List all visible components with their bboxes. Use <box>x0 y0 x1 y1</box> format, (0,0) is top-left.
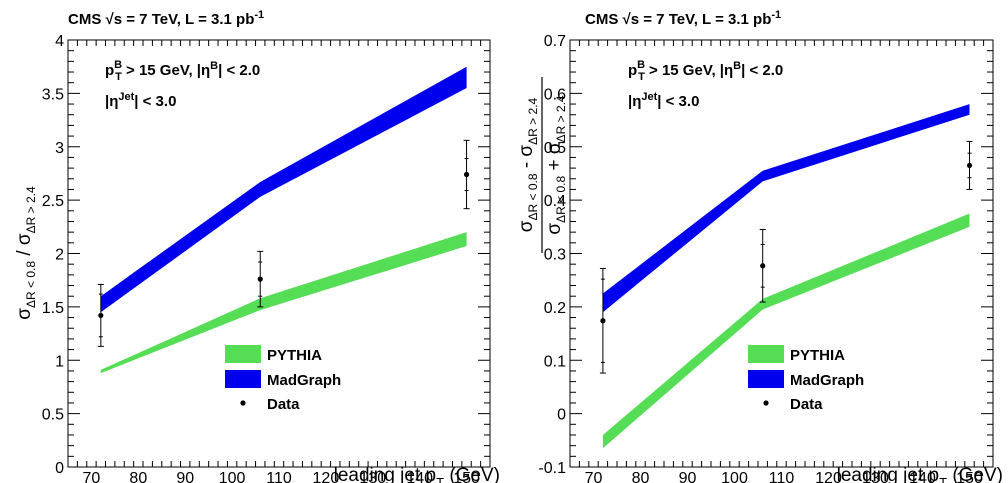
legend-swatch-madgraph <box>225 370 261 388</box>
cut-label-pt: pB T > 15 GeV, |ηB| < 2.0 <box>105 59 260 83</box>
y-tick-label: 4 <box>55 33 64 50</box>
y-tick-label: 0 <box>557 407 566 424</box>
band-pythia <box>602 213 970 449</box>
x-tick-label: 150 <box>956 470 983 483</box>
y-tick-label: 3.5 <box>42 86 64 103</box>
x-tick-label: 70 <box>585 470 603 483</box>
legend-swatch-pythia <box>748 345 784 363</box>
legend-marker-data <box>240 400 246 406</box>
x-tick-label: 130 <box>359 470 386 483</box>
x-tick-label: 80 <box>129 470 147 483</box>
x-tick-label: 90 <box>176 470 194 483</box>
panel-left-ratio: 70 80 90 100 110 120 130 140 150 0 0.5 1 1.5 2 2.5 3 3.5… <box>14 9 500 483</box>
cut-label-eta-jet: |ηJet| < 3.0 <box>628 91 699 110</box>
legend-label-madgraph: MadGraph <box>790 372 864 389</box>
data-point <box>600 318 606 324</box>
x-tick-label: 120 <box>313 470 340 483</box>
y-tick-label: 0.1 <box>544 353 566 370</box>
y-tick-label: 0.4 <box>544 193 566 210</box>
data-point <box>98 312 104 319</box>
y-tick-label: 0.6 <box>544 86 566 103</box>
cut-label-eta-jet: |ηJet| < 3.0 <box>105 91 176 110</box>
data-point <box>257 276 263 282</box>
data-point <box>966 162 973 169</box>
x-tick-label: 70 <box>83 470 101 483</box>
x-tick-label: 110 <box>769 470 795 483</box>
panel-right-asymmetry: 70 80 90 100 110 120 130 140 150 -0.1 0 0.1 0.2 0.3 0.… <box>516 9 1003 483</box>
legend-label-data: Data <box>267 396 300 413</box>
band-pythia <box>100 232 467 374</box>
y-tick-label: 0.7 <box>544 33 566 50</box>
x-tick-label: 140 <box>406 470 433 483</box>
x-tick-label: 90 <box>679 470 697 483</box>
y-tick-label: -0.1 <box>538 460 566 477</box>
y-tick-label: 0 <box>55 460 64 477</box>
x-tick-label: 100 <box>219 470 246 483</box>
y-axis-title: σΔR < 0.8 / σΔR > 2.4 <box>14 186 38 320</box>
y-tick-label: 0.5 <box>544 140 566 157</box>
band-madgraph <box>602 104 970 313</box>
y-tick-label: 3 <box>55 140 64 157</box>
legend-label-pythia: PYTHIA <box>267 347 322 364</box>
cut-label-pt: pB T > 15 GeV, |ηB| < 2.0 <box>628 59 783 83</box>
x-tick-label: 80 <box>632 470 650 483</box>
plot-header: CMS √s = 7 TeV, L = 3.1 pb-1 <box>585 9 781 28</box>
x-tick-label: 120 <box>815 470 842 483</box>
legend-swatch-madgraph <box>748 370 784 388</box>
data-point <box>463 171 470 178</box>
y-tick-label: 1.5 <box>42 300 64 317</box>
x-tick-label: 130 <box>862 470 889 483</box>
x-tick-label: 140 <box>909 470 936 483</box>
x-tick-label: 100 <box>721 470 748 483</box>
y-tick-label: 2 <box>55 247 64 264</box>
data-point <box>760 263 766 269</box>
y-tick-label: 0.5 <box>42 407 64 424</box>
legend-marker-data <box>763 400 769 406</box>
band-madgraph <box>100 66 467 313</box>
legend-label-data: Data <box>790 396 823 413</box>
y-tick-label: 2.5 <box>42 193 64 210</box>
y-tick-label: 0.3 <box>544 247 566 264</box>
plot-header: CMS √s = 7 TeV, L = 3.1 pb-1 <box>68 9 264 28</box>
x-tick-label: 150 <box>453 470 480 483</box>
y-tick-label: 0.2 <box>544 300 566 317</box>
x-axis-title: leading jet pT (GeV) <box>837 465 1003 483</box>
y-axis-title-denominator: σΔR < 0.8 + σΔR > 2.4 <box>544 95 568 235</box>
legend-swatch-pythia <box>225 345 261 363</box>
y-axis-title-numerator: σΔR < 0.8 - σΔR > 2.4 <box>516 97 540 232</box>
x-tick-label: 110 <box>266 470 292 483</box>
legend-label-madgraph: MadGraph <box>267 372 341 389</box>
x-axis-title: leading jet pT (GeV) <box>334 465 500 483</box>
legend-label-pythia: PYTHIA <box>790 347 845 364</box>
y-tick-label: 1 <box>55 353 64 370</box>
